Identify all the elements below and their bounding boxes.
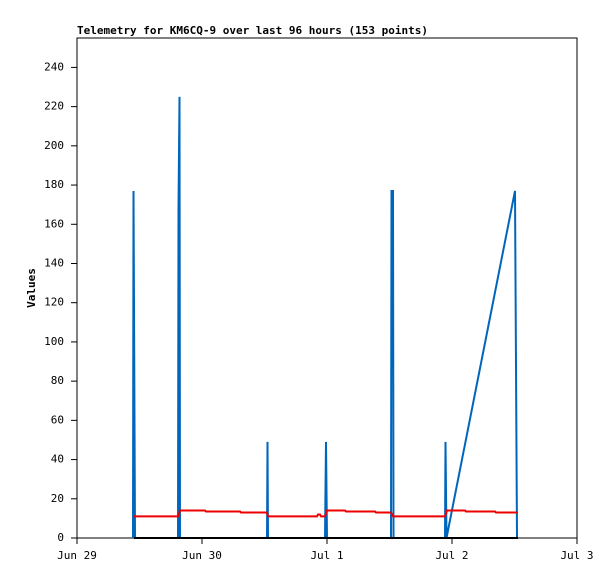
y-tick-label: 80 (51, 374, 64, 387)
y-tick-label: 200 (44, 139, 64, 152)
y-tick-label: 100 (44, 335, 64, 348)
y-tick-label: 140 (44, 256, 64, 269)
y-tick-label: 220 (44, 100, 64, 113)
y-tick-label: 60 (51, 413, 64, 426)
x-tick-label: Jun 30 (182, 549, 222, 562)
x-tick-label: Jul 3 (560, 549, 593, 562)
x-tick-label: Jun 29 (57, 549, 97, 562)
y-tick-label: 120 (44, 296, 64, 309)
x-tick-label: Jul 1 (310, 549, 343, 562)
y-axis-label: Values (25, 268, 38, 308)
y-tick-label: 160 (44, 217, 64, 230)
series-line (134, 509, 518, 518)
y-tick-label: 240 (44, 60, 64, 73)
y-tick-label: 20 (51, 492, 64, 505)
y-tick-label: 0 (57, 531, 64, 544)
y-tick-label: 40 (51, 453, 64, 466)
series-line (132, 96, 518, 539)
chart-title: Telemetry for KM6CQ-9 over last 96 hours… (77, 24, 428, 37)
y-tick-label: 180 (44, 178, 64, 191)
x-tick-label: Jul 2 (435, 549, 468, 562)
